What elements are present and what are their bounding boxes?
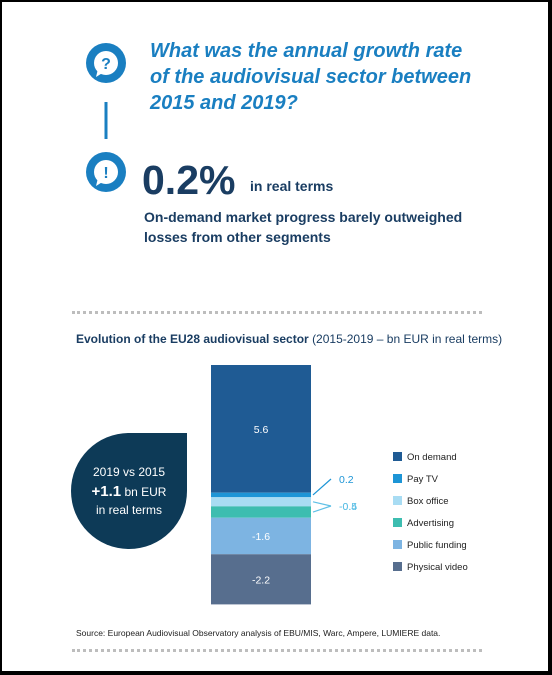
answer-line-2: losses from other segments: [144, 229, 331, 245]
bar-segment-box-office: [211, 497, 311, 507]
legend-label-public-funding: Public funding: [407, 540, 467, 551]
question-bubble-icon-tail: [96, 69, 104, 77]
bar-segment-advertising: [211, 506, 311, 518]
bar-segment-physical-video: [211, 554, 311, 605]
question-bubble-icon: ?: [86, 43, 126, 83]
data-label-public-funding: -1.6: [252, 531, 270, 543]
callout-line-1: 2019 vs 2015: [93, 465, 165, 479]
question-line-1: What was the annual growth rate: [150, 40, 463, 62]
callout-unit: bn EUR: [121, 485, 167, 499]
callout-value: +1.1: [92, 483, 122, 500]
question-heading: What was the annual growth rate of the a…: [150, 38, 540, 116]
source-note: Source: European Audiovisual Observatory…: [76, 628, 441, 638]
divider-top: [72, 311, 482, 314]
legend-swatch-box-office: [393, 496, 402, 505]
chart-title: Evolution of the EU28 audiovisual sector…: [76, 332, 502, 346]
exclamation-bubble-icon-tail: [96, 178, 104, 186]
bar-segment-on-demand: [211, 365, 311, 493]
legend-label-pay-tv: Pay TV: [407, 474, 439, 485]
answer-line-1: On-demand market progress barely outweig…: [144, 209, 463, 225]
legend-swatch-pay-tv: [393, 474, 402, 483]
growth-rate-unit: in real terms: [250, 178, 334, 194]
question-bubble-icon-glyph: ?: [101, 56, 111, 73]
legend-label-box-office: Box office: [407, 496, 449, 507]
data-label-physical-video: -2.2: [252, 574, 270, 586]
data-label-on-demand: 5.6: [254, 424, 269, 436]
legend-swatch-physical-video: [393, 562, 402, 571]
legend-swatch-advertising: [393, 518, 402, 527]
answer-text: On-demand market progress barely outweig…: [144, 207, 514, 247]
chart-subtitle: (2015-2019 – bn EUR in real terms): [312, 332, 503, 346]
divider-bottom: [72, 649, 482, 652]
legend-swatch-public-funding: [393, 540, 402, 549]
legend-label-physical-video: Physical video: [407, 562, 468, 573]
exclamation-bubble-icon: !: [86, 152, 126, 192]
legend-swatch-on-demand: [393, 452, 402, 461]
bar-segment-pay-tv: [211, 492, 311, 498]
exclamation-bubble-icon-bubble: [94, 160, 118, 184]
leader-advertising: [312, 505, 332, 513]
leader-box-office: [312, 501, 332, 507]
chart-title-main: Evolution of the EU28 audiovisual sector: [76, 332, 309, 346]
leader-pay-tv: [312, 478, 332, 496]
callout-shape: [71, 433, 187, 549]
growth-rate-value: 0.2%: [142, 157, 236, 203]
question-line-2: of the audiovisual sector between: [150, 66, 472, 88]
question-bubble-icon-bubble: [94, 51, 118, 75]
question-line-3: 2015 and 2019?: [150, 92, 298, 114]
data-label-pay-tv: 0.2: [339, 474, 354, 486]
data-label-advertising: -0.5: [339, 501, 357, 513]
data-label-box-office: -0.4: [339, 501, 357, 513]
bar-segment-public-funding: [211, 517, 311, 555]
legend-label-on-demand: On demand: [407, 452, 457, 463]
exclamation-bubble-icon-glyph: !: [103, 165, 108, 182]
callout-line-3: in real terms: [96, 503, 162, 517]
legend-label-advertising: Advertising: [407, 518, 454, 529]
callout-line-2: +1.1 bn EUR: [92, 483, 167, 500]
